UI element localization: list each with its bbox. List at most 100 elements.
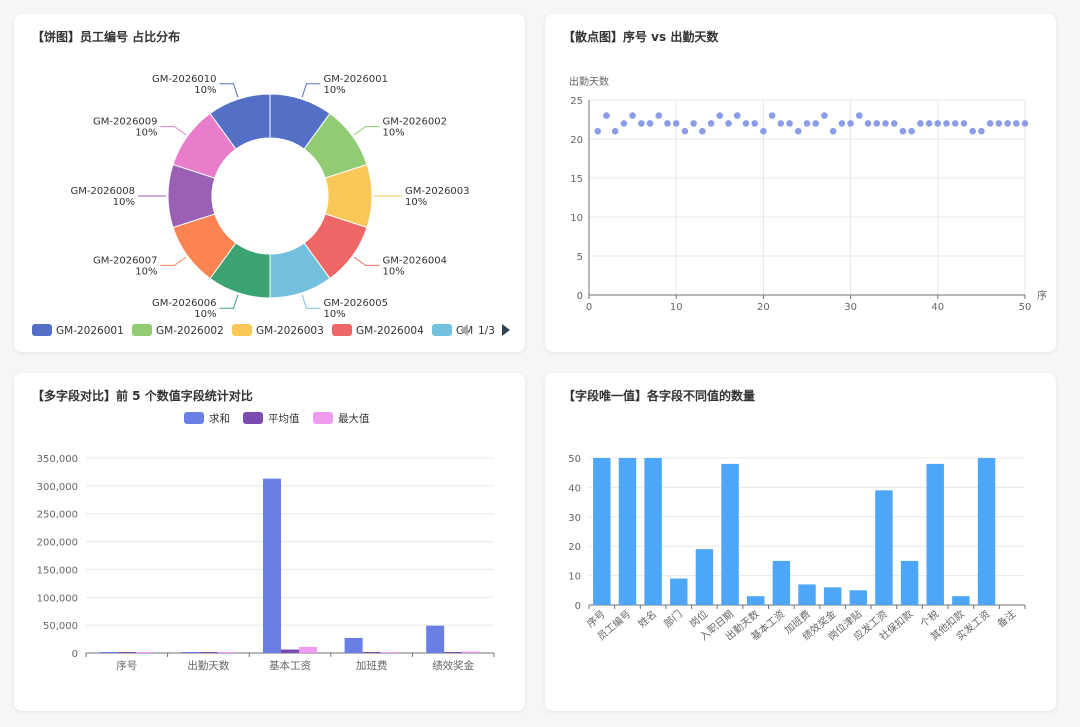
bar xyxy=(849,590,868,605)
x-tick-label: 备注 xyxy=(994,607,1018,630)
scatter-point xyxy=(812,120,820,127)
y-tick-label: 10 xyxy=(570,213,583,224)
bar xyxy=(281,649,299,653)
legend-label: 最大值 xyxy=(338,412,370,425)
scatter-point xyxy=(620,120,628,127)
scatter-point xyxy=(995,120,1003,127)
scatter-point xyxy=(733,112,741,119)
bar xyxy=(362,652,381,653)
scatter-point xyxy=(899,127,907,135)
y-tick-label: 30 xyxy=(568,513,581,524)
bar xyxy=(99,652,118,653)
x-tick-label: 30 xyxy=(844,302,857,313)
unique-bar-chart-title: 【字段唯一值】各字段不同值的数量 xyxy=(563,389,756,403)
pie-chart: GM-202600110%GM-202600210%GM-202600310%G… xyxy=(32,74,510,337)
scatter-point xyxy=(882,120,889,127)
bar xyxy=(695,549,714,605)
scatter-point xyxy=(951,120,959,127)
multi-bar-chart-card: 【多字段对比】前 5 个数值字段统计对比 0 50,000 100,000 150,0… xyxy=(14,373,525,711)
scatter-point xyxy=(873,120,881,127)
x-tick-label: 40 xyxy=(931,302,944,313)
scatter-point xyxy=(829,127,837,135)
scatter-point xyxy=(638,120,645,127)
legend-label: 平均值 xyxy=(268,412,300,425)
pie-slice-percent: 10% xyxy=(113,197,135,208)
pie-label-line xyxy=(301,83,321,98)
scatter-point xyxy=(629,112,636,119)
bar xyxy=(875,490,893,605)
pie-label-line xyxy=(301,294,321,309)
scatter-point xyxy=(1012,120,1020,127)
y-tick-label: 0 xyxy=(577,291,583,302)
scatter-point xyxy=(707,120,715,127)
x-tick-label: 10 xyxy=(670,302,683,313)
y-tick-label: 20 xyxy=(570,135,583,146)
scatter-point xyxy=(838,120,846,127)
x-tick-label: 0 xyxy=(586,302,592,313)
pie-slice-label: GM-2026010 xyxy=(152,74,217,85)
legend-swatch xyxy=(332,324,352,336)
bar xyxy=(135,652,154,653)
pie-label-line xyxy=(160,256,187,266)
scatter-point xyxy=(664,120,671,127)
scatter-point xyxy=(768,112,776,119)
pie-slice-percent: 10% xyxy=(382,128,404,139)
scatter-point xyxy=(786,120,793,127)
scatter-point xyxy=(794,127,802,135)
scatter-chart-title: 【散点图】序号 vs 出勤天数 xyxy=(563,30,719,44)
bar xyxy=(670,578,688,605)
scatter-point xyxy=(742,120,750,127)
x-tick-label: 序号 xyxy=(116,659,137,672)
x-tick-label: 20 xyxy=(757,302,770,313)
scatter-point xyxy=(777,120,785,127)
x-tick-label: 加班费 xyxy=(356,659,388,672)
bar xyxy=(721,463,739,605)
bar xyxy=(746,596,765,605)
scatter-point xyxy=(760,127,767,135)
bar xyxy=(823,587,842,605)
bar xyxy=(299,646,317,653)
legend-swatch xyxy=(132,324,152,336)
scatter-point xyxy=(603,112,610,119)
scatter-point xyxy=(699,127,706,135)
legend-page-indicator: 1/3 xyxy=(478,325,495,337)
pie-slice-label: GM-2026008 xyxy=(70,186,135,197)
legend-swatch xyxy=(243,412,263,424)
scatter-point xyxy=(934,120,942,127)
scatter-point xyxy=(978,127,985,135)
y-tick-label: 15 xyxy=(570,174,583,185)
y-tick-label: 10 xyxy=(568,572,581,583)
legend-label: GM-2026003 xyxy=(256,325,324,337)
y-tick-label: 50,000 xyxy=(43,621,78,632)
scatter-point xyxy=(690,120,697,127)
y-tick-label: 200,000 xyxy=(37,538,78,549)
legend-swatch xyxy=(313,412,333,424)
pie-slice-label: GM-2026009 xyxy=(93,117,158,128)
y-tick-label: 25 xyxy=(570,96,583,107)
scatter-point xyxy=(716,112,724,119)
pie-slice-label: GM-2026006 xyxy=(152,298,217,309)
legend-label: 求和 xyxy=(209,413,230,425)
pie-slice-percent: 10% xyxy=(405,197,427,208)
legend-swatch xyxy=(232,324,252,336)
legend-prev-page-icon[interactable] xyxy=(460,324,468,336)
legend-swatch xyxy=(184,412,204,424)
legend-next-page-icon[interactable] xyxy=(502,324,510,336)
scatter-point xyxy=(969,127,976,135)
bar xyxy=(977,458,996,605)
scatter-point xyxy=(925,120,933,127)
bar xyxy=(217,652,236,653)
scatter-point xyxy=(611,127,619,135)
x-tick-label: 姓名 xyxy=(635,607,659,630)
bar xyxy=(117,652,136,653)
bar xyxy=(926,463,944,605)
pie-slice-label: GM-2026001 xyxy=(323,74,388,85)
bar xyxy=(426,625,445,653)
scatter-point xyxy=(725,120,732,127)
pie-slice xyxy=(209,93,271,150)
y-tick-label: 100,000 xyxy=(37,593,78,604)
scatter-point xyxy=(960,120,968,127)
scatter-point xyxy=(890,120,898,127)
multi-bar-chart: 0 50,000 100,000 150,000 200,000 250,000 300,0… xyxy=(37,412,495,672)
